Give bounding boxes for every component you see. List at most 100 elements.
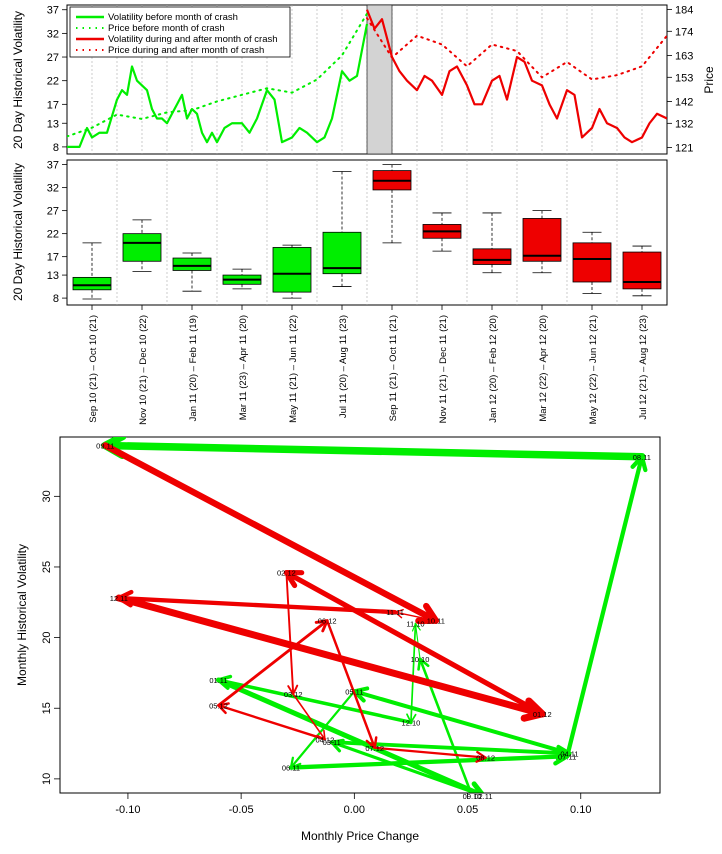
- box-2: [122, 219, 162, 272]
- box-y-tick-label: 27: [47, 206, 59, 218]
- point-label-08.11: 08.11: [633, 453, 651, 462]
- arrow-08.11-to-09.11: [101, 437, 646, 461]
- box-category-label: Jul 11 (20) – Aug 11 (23): [338, 315, 349, 418]
- top-y-tick-label: 13: [47, 118, 59, 130]
- point-label-05.11: 05.11: [345, 687, 363, 696]
- box-iqr: [72, 276, 112, 291]
- arrow-shaft: [394, 611, 437, 622]
- arrow-01.12-to-02.12: [283, 570, 545, 717]
- scatter-point-labels: 09.10 10.10 11.10 12.10 01.11 02.11 03.11 04.11…: [96, 441, 651, 800]
- arrow-shaft: [101, 441, 646, 461]
- scatter-xlabel: Monthly Price Change: [301, 829, 419, 843]
- legend-label-price-before: Price before month of crash: [108, 23, 225, 34]
- box-category-label: May 12 (22) – Jun 12 (21): [588, 315, 599, 424]
- top-y2-tick-label: 142: [675, 96, 693, 108]
- crash-month-band: [366, 4, 393, 155]
- top-y-tick-label: 37: [47, 5, 59, 17]
- box-category-label: Mar 11 (23) – Apr 11 (20): [238, 315, 249, 420]
- box-category-labels: Sep 10 (21) – Oct 10 (21) Nov 10 (21) – D…: [88, 305, 649, 425]
- box-iqr: [522, 218, 562, 262]
- top-y2-axis: 121 132 142 153 163 174 184: [667, 4, 693, 154]
- top-y2-tick-label: 174: [675, 26, 693, 38]
- box-ylabel: 20 Day Historical Volatility: [11, 163, 25, 301]
- top-y2-tick-label: 121: [675, 142, 693, 154]
- legend-label-vol-before: Volatility before month of crash: [108, 12, 238, 23]
- top-y2-tick-label: 132: [675, 118, 693, 130]
- top-y2-tick-label: 163: [675, 50, 693, 62]
- box-iqr: [272, 247, 312, 293]
- point-label-01.12: 01.12: [533, 710, 552, 719]
- box-category-label: Mar 12 (22) – Apr 12 (20): [538, 315, 549, 422]
- top-y-tick-label: 17: [47, 99, 59, 111]
- box-gridlines: [116, 160, 618, 305]
- box-1: [72, 242, 112, 300]
- top-y-tick-label: 32: [47, 28, 59, 40]
- volatility-boxplot: 8 13 17 22 27 32 37 Sep 10 (21) – Oct 10 (21) N…: [11, 159, 668, 425]
- arrow-shaft: [217, 704, 327, 741]
- point-label-10.11: 10.11: [427, 617, 445, 626]
- box-category-label: Nov 10 (21) – Dec 10 (22): [138, 315, 149, 425]
- point-label-06.11: 06.11: [282, 764, 300, 773]
- top-y-tick-label: 27: [47, 52, 59, 64]
- scatter-y-tick-label: 20: [41, 631, 53, 643]
- box-y-axis: 8 13 17 22 27 32 37: [47, 160, 67, 305]
- box-y-tick-label: 13: [47, 270, 59, 282]
- box-iqr: [172, 257, 212, 271]
- point-label-11.10: 11.10: [406, 619, 424, 628]
- scatter-y-tick-label: 15: [41, 702, 53, 714]
- legend-box: [69, 6, 291, 58]
- scatter-x-tick-label: 0.10: [570, 804, 591, 816]
- box-3: [172, 252, 212, 292]
- legend-label-price-after: Price during and after month of crash: [108, 45, 264, 56]
- arrow-shaft: [288, 754, 570, 770]
- scatter-arrows-group: [101, 437, 648, 793]
- series-price-before-month-of-crash: [67, 12, 368, 138]
- scatter-y-tick-label: 10: [41, 773, 53, 785]
- arrow-shaft: [325, 619, 376, 750]
- arrow-shaft: [565, 454, 645, 759]
- top-ylabel: 20 Day Historical Volatility: [11, 11, 25, 149]
- box-y-tick-label: 8: [53, 293, 59, 305]
- box-y-tick-label: 37: [47, 160, 59, 172]
- box-11: [572, 231, 612, 294]
- point-label-05.12: 05.12: [209, 701, 228, 710]
- box-iqr: [572, 242, 612, 283]
- legend-label-vol-after: Volatility during and after month of cra…: [108, 34, 278, 45]
- arrow-head: [475, 750, 487, 763]
- box-4: [222, 268, 262, 290]
- top-y2label: Price: [702, 66, 716, 94]
- box-7: [372, 164, 412, 244]
- box-8: [422, 212, 462, 252]
- point-label-11.11: 11.11: [386, 608, 404, 617]
- arrow-shaft: [292, 693, 326, 741]
- arrow-shaft: [216, 678, 413, 725]
- arrow-09.11-to-10.11: [102, 442, 440, 625]
- point-label-10.10: 10.10: [411, 655, 430, 664]
- point-label-12.10: 12.10: [402, 718, 421, 727]
- point-label-09.10: 09.10: [463, 792, 482, 801]
- arrow-shaft: [285, 571, 295, 696]
- scatter-y-tick-label: 25: [41, 561, 53, 573]
- arrow-07.11-to-08.11: [565, 454, 648, 759]
- arrow-shaft: [215, 677, 484, 793]
- point-label-04.12: 04.12: [316, 735, 335, 744]
- scatter-x-axis: -0.10 -0.05 0.00 0.05 0.10: [115, 792, 591, 816]
- box-iqr: [622, 251, 662, 290]
- top-y-axis: 8 13 17 22 27 32 37: [47, 5, 67, 154]
- series-volatility-before-month-of-crash: [67, 23, 369, 149]
- point-label-09.11: 09.11: [96, 441, 114, 450]
- arrow-shaft: [330, 740, 481, 793]
- point-label-03.11: 03.11: [323, 738, 341, 747]
- box-iqr: [122, 233, 162, 262]
- legend: Volatility before month of crash Price b…: [69, 6, 291, 58]
- box-5: [272, 244, 312, 299]
- price-change-volatility-scatter: 09.10 10.10 11.10 12.10 01.11 02.11 03.11 04.11…: [15, 436, 661, 843]
- box-category-label: Sep 11 (21) – Oct 11 (21): [388, 315, 399, 421]
- boxes-group: [72, 164, 662, 300]
- top-y2-tick-label: 153: [675, 72, 693, 84]
- point-label-08.12: 08.12: [476, 754, 495, 763]
- box-y-tick-label: 32: [47, 183, 59, 195]
- box-category-label: May 11 (21) – Jun 11 (22): [288, 315, 299, 423]
- box-6: [322, 171, 362, 287]
